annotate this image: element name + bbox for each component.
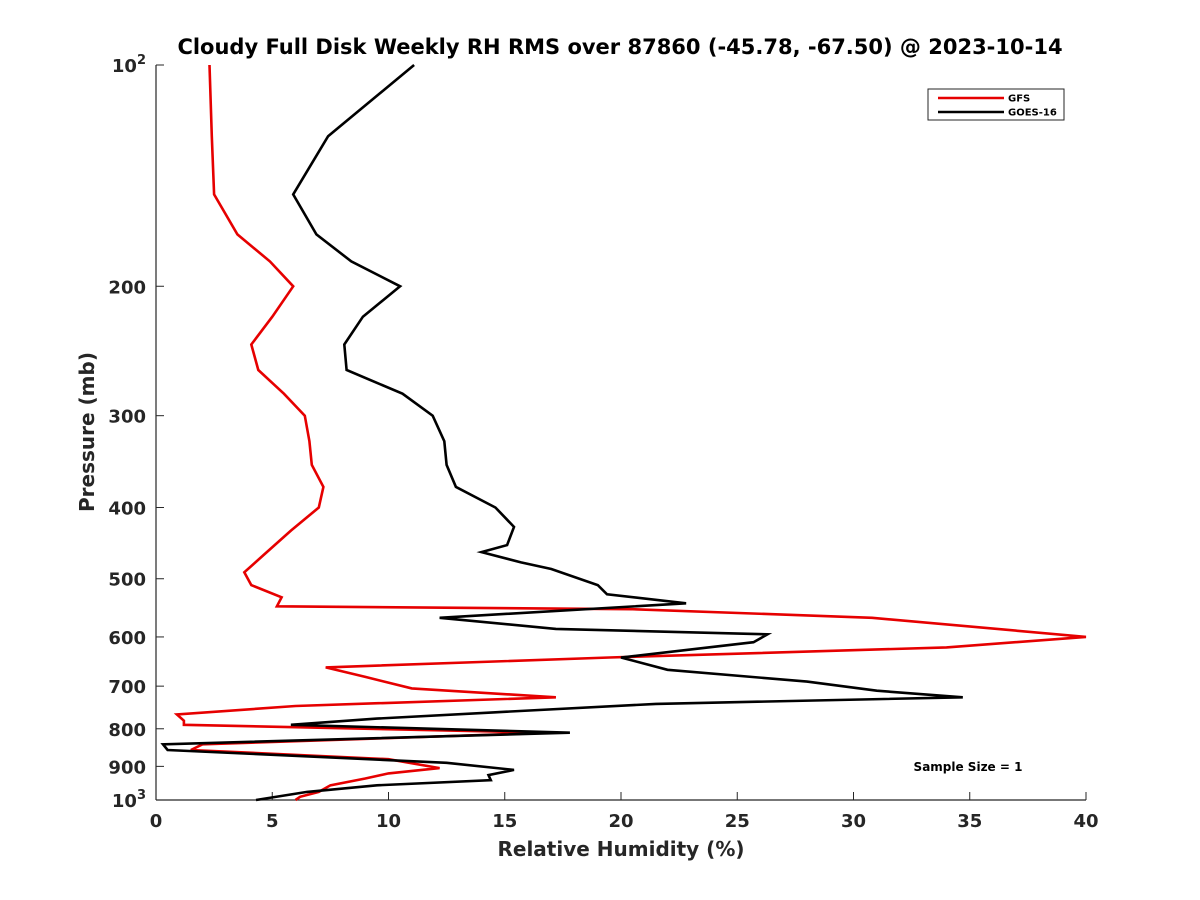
y-tick-label: 800 <box>108 720 146 741</box>
y-tick-label: 900 <box>108 757 146 778</box>
legend-label: GOES-16 <box>1008 108 1057 119</box>
x-tick-label: 35 <box>957 811 982 832</box>
legend-box <box>927 88 1065 121</box>
chart-title: Cloudy Full Disk Weekly RH RMS over 8786… <box>177 35 1062 59</box>
y-tick-label: 500 <box>108 570 146 591</box>
y-axis-label: Pressure (mb) <box>75 352 99 512</box>
legend: GFS GOES-16 <box>927 88 1065 121</box>
y-tick-label: 102 <box>112 53 146 77</box>
x-tick-label: 20 <box>608 811 633 832</box>
legend-label: GFS <box>1008 94 1030 105</box>
y-tick-label: 700 <box>108 677 146 698</box>
x-tick-label: 10 <box>376 811 401 832</box>
series-line-goes-16 <box>160 63 963 802</box>
x-tick-label: 25 <box>725 811 750 832</box>
sample-size-annotation: Sample Size = 1 <box>914 760 1023 774</box>
y-tick-label: 400 <box>108 499 146 520</box>
x-tick-label: 15 <box>492 811 517 832</box>
y-tick-label: 600 <box>108 628 146 649</box>
x-axis-label: Relative Humidity (%) <box>497 837 744 861</box>
x-tick-label: 5 <box>266 811 279 832</box>
x-tick-label: 0 <box>150 811 163 832</box>
series-line-gfs <box>173 64 1087 802</box>
y-axis-ticks: 102 200 300 400 500 600 700 800 900 103 <box>108 53 164 812</box>
x-tick-label: 40 <box>1073 811 1098 832</box>
x-tick-label: 30 <box>841 811 866 832</box>
y-tick-label: 200 <box>108 277 146 298</box>
y-tick-label: 103 <box>112 788 146 812</box>
series-layer <box>160 63 1087 802</box>
x-axis-ticks: 0 5 10 15 20 25 30 35 40 <box>150 792 1099 832</box>
y-tick-label: 300 <box>108 407 146 428</box>
